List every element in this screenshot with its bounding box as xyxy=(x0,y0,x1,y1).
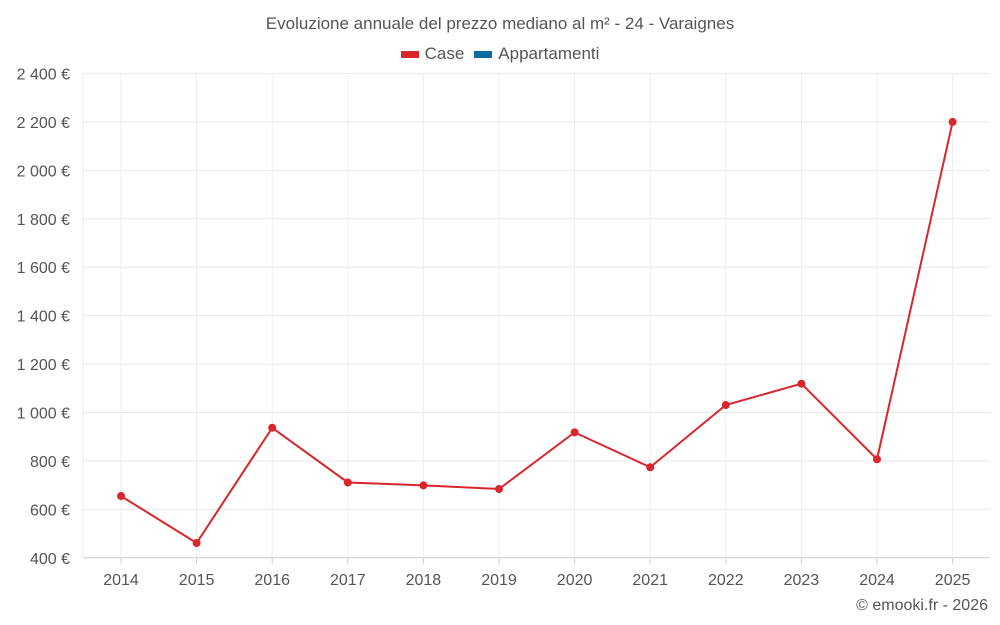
legend-label-appartamenti: Appartamenti xyxy=(498,44,600,63)
x-tick-label: 2019 xyxy=(481,572,517,589)
x-tick-label: 2017 xyxy=(330,572,366,589)
data-point xyxy=(343,478,352,487)
data-point xyxy=(646,463,655,472)
data-point xyxy=(721,401,730,410)
y-tick-label: 800 € xyxy=(30,454,70,471)
y-tick-label: 1 200 € xyxy=(17,357,70,374)
data-point xyxy=(570,428,579,437)
data-point xyxy=(192,539,201,548)
y-tick-label: 600 € xyxy=(30,502,70,519)
data-point xyxy=(948,117,957,126)
x-tick-label: 2015 xyxy=(179,572,215,589)
y-tick-label: 1 400 € xyxy=(17,309,70,326)
legend-label-case: Case xyxy=(424,44,465,63)
x-tick-label: 2014 xyxy=(103,572,139,589)
x-tick-label: 2021 xyxy=(632,572,668,589)
y-tick-label: 2 400 € xyxy=(17,67,70,84)
data-point xyxy=(873,455,881,464)
chart-title: Evoluzione annuale del prezzo mediano al… xyxy=(265,14,735,33)
data-point xyxy=(268,423,277,432)
legend-swatch-appartamenti xyxy=(474,50,493,58)
x-tick-label: 2016 xyxy=(254,572,290,589)
y-tick-label: 1 800 € xyxy=(17,212,70,229)
legend-item-case[interactable]: Case xyxy=(400,44,465,64)
legend-item-appartamenti[interactable]: Appartamenti xyxy=(474,44,599,64)
legend-swatch-case xyxy=(400,50,419,58)
y-tick-label: 2 000 € xyxy=(17,163,70,180)
x-tick-label: 2024 xyxy=(859,572,895,589)
y-tick-label: 1 000 € xyxy=(17,406,70,423)
x-tick-label: 2022 xyxy=(708,572,744,589)
x-tick-label: 2025 xyxy=(935,572,971,589)
legend: Case Appartamenti xyxy=(0,44,1000,64)
y-tick-label: 2 200 € xyxy=(17,115,70,132)
series-line-case xyxy=(120,121,954,545)
x-tick-label: 2023 xyxy=(784,572,820,589)
y-tick-label: 1 600 € xyxy=(17,260,70,277)
credit: © emooki.fr - 2026 xyxy=(856,597,988,614)
x-tick-label: 2020 xyxy=(557,572,593,589)
y-tick-label: 400 € xyxy=(30,551,70,568)
data-point xyxy=(419,481,428,490)
data-point xyxy=(495,485,503,494)
data-point xyxy=(797,379,806,388)
x-tick-label: 2018 xyxy=(406,572,442,589)
data-point xyxy=(117,492,125,501)
